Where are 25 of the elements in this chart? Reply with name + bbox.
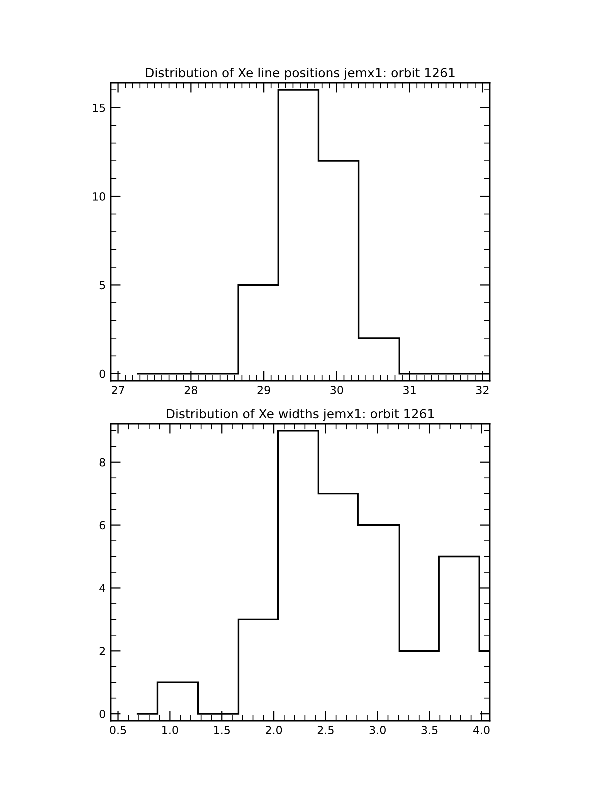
y-tick-label: 0 <box>100 710 106 718</box>
x-tick-label: 32 <box>476 386 489 394</box>
chart-title: Distribution of Xe widths jemx1: orbit 1261 <box>167 408 434 422</box>
x-tick-label: 29 <box>258 386 270 394</box>
x-tick-label: 0.5 <box>110 726 126 734</box>
y-tick-label: 10 <box>93 192 106 201</box>
y-tick-label: 8 <box>100 458 106 467</box>
x-tick-label: 28 <box>184 386 198 394</box>
y-tick-label: 6 <box>100 521 106 530</box>
chart-title: Distribution of Xe line positions jemx1: orbit 1261 <box>146 68 455 80</box>
x-tick-label: 4.0 <box>473 726 490 734</box>
x-tick-label: 30 <box>330 386 344 394</box>
x-tick-label: 2.5 <box>318 726 334 734</box>
x-tick-label: 31 <box>404 386 416 394</box>
x-tick-label: 1.0 <box>162 726 178 734</box>
x-tick-label: 1.5 <box>214 726 230 734</box>
y-tick-label: 15 <box>93 104 106 112</box>
x-tick-label: 3.5 <box>422 726 438 734</box>
y-tick-label: 0 <box>100 370 106 378</box>
x-tick-label: 2.0 <box>266 726 282 734</box>
y-tick-label: 5 <box>100 281 106 290</box>
y-tick-label: 4 <box>100 584 106 592</box>
x-tick-label: 3.0 <box>370 726 386 734</box>
y-tick-label: 2 <box>100 647 106 656</box>
x-tick-label: 27 <box>112 386 124 394</box>
